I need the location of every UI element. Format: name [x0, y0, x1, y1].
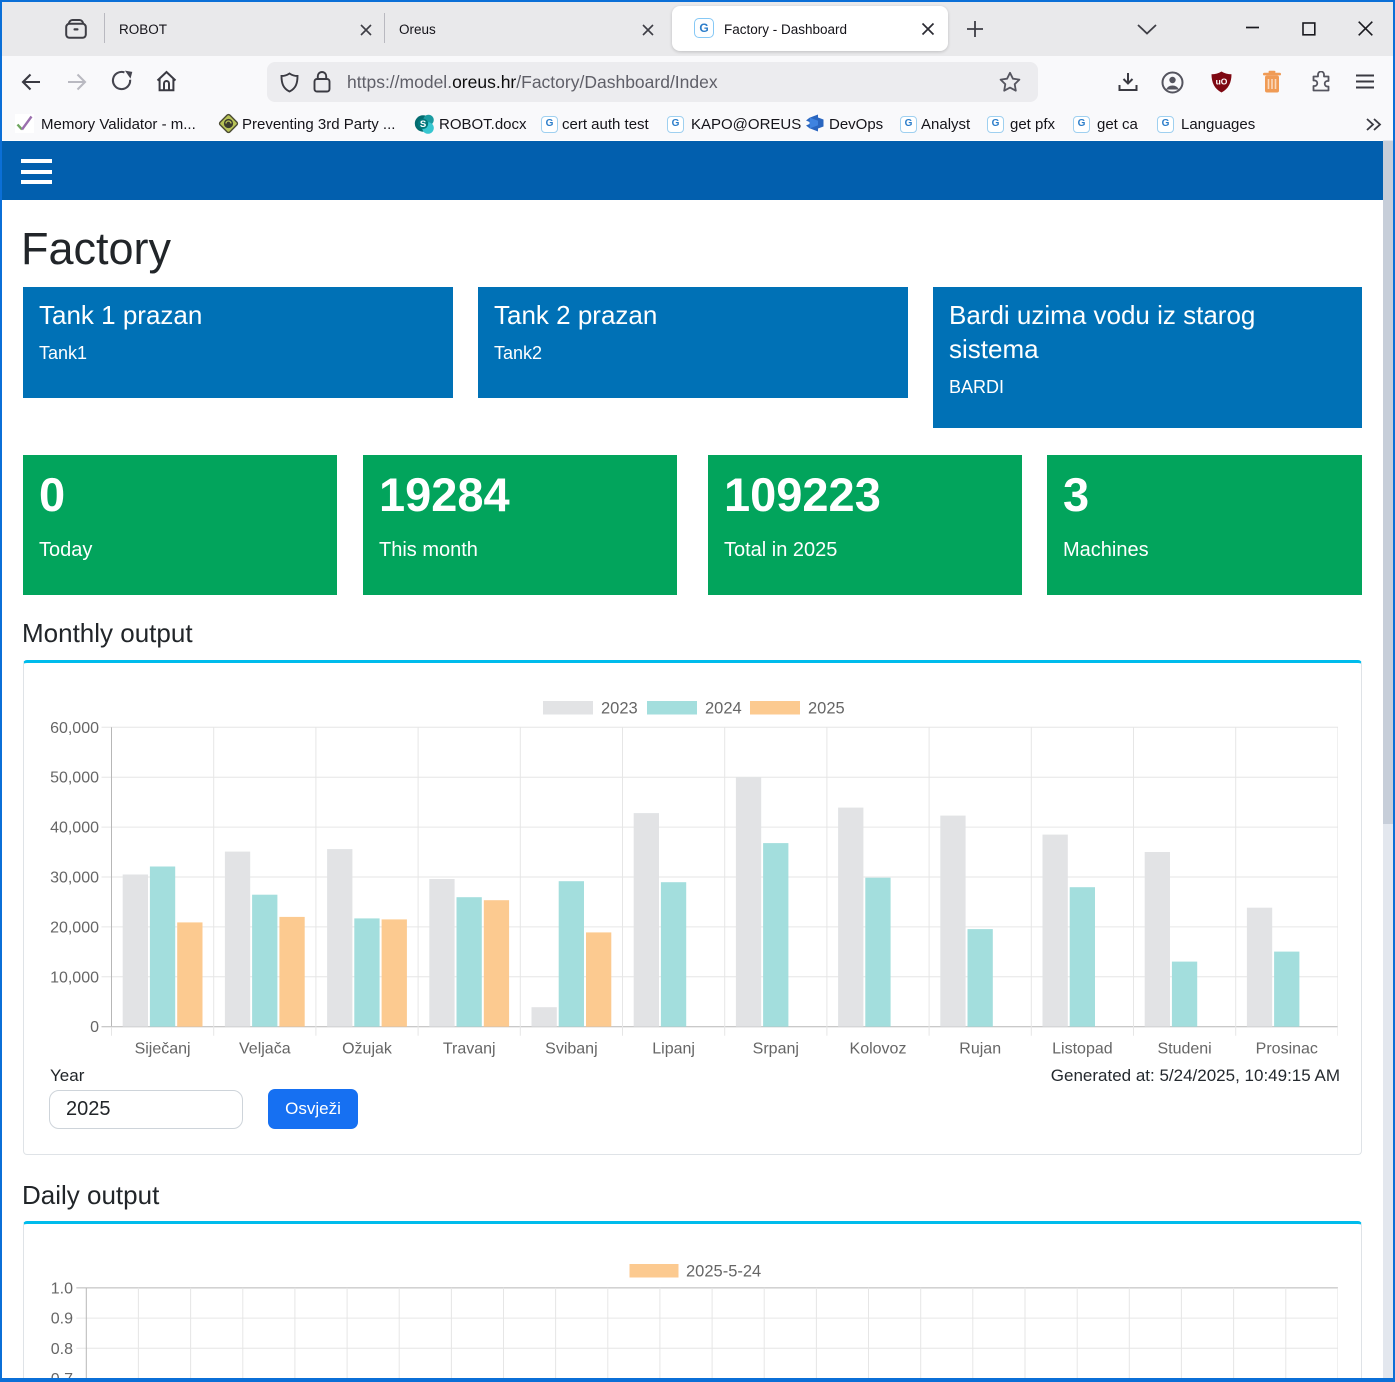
svg-text:Listopad: Listopad: [1052, 1041, 1113, 1058]
svg-text:0: 0: [90, 1019, 99, 1036]
svg-text:1.0: 1.0: [51, 1280, 73, 1297]
svg-text:Siječanj: Siječanj: [135, 1041, 191, 1058]
svg-text:Rujan: Rujan: [959, 1041, 1001, 1058]
svg-text:Ožujak: Ožujak: [342, 1041, 393, 1058]
svg-text:60,000: 60,000: [50, 720, 99, 737]
svg-text:Travanj: Travanj: [443, 1041, 496, 1058]
svg-text:Prosinac: Prosinac: [1256, 1041, 1318, 1058]
svg-text:0.7: 0.7: [51, 1371, 73, 1378]
svg-text:Veljača: Veljača: [239, 1041, 291, 1058]
svg-text:10,000: 10,000: [50, 969, 99, 986]
svg-text:2025: 2025: [808, 700, 845, 718]
svg-text:Srpanj: Srpanj: [753, 1041, 799, 1058]
svg-text:2025-5-24: 2025-5-24: [686, 1263, 761, 1281]
svg-text:S: S: [420, 119, 426, 130]
svg-text:Svibanj: Svibanj: [545, 1041, 597, 1058]
svg-text:30,000: 30,000: [50, 870, 99, 887]
svg-text:0.8: 0.8: [51, 1341, 73, 1358]
svg-text:2023: 2023: [601, 700, 638, 718]
svg-text:uO: uO: [1216, 77, 1228, 87]
svg-text:0.9: 0.9: [51, 1311, 73, 1328]
svg-text:20,000: 20,000: [50, 919, 99, 936]
svg-text:Kolovoz: Kolovoz: [850, 1041, 907, 1058]
svg-text:2024: 2024: [705, 700, 742, 718]
svg-text:Studeni: Studeni: [1157, 1041, 1211, 1058]
svg-text:40,000: 40,000: [50, 820, 99, 837]
svg-text:50,000: 50,000: [50, 770, 99, 787]
svg-text:Lipanj: Lipanj: [652, 1041, 695, 1058]
